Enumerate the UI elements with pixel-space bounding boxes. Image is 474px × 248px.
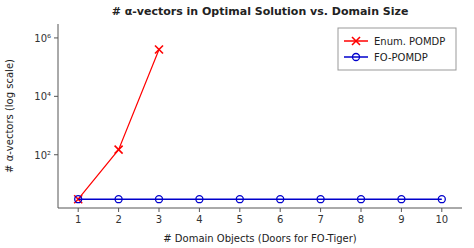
series-marker — [277, 196, 284, 203]
legend-marker — [353, 54, 360, 61]
series-marker — [398, 196, 405, 203]
legend-label: Enum. POMDP — [374, 36, 445, 47]
x-tick-label: 3 — [156, 214, 162, 225]
marker-stroke — [352, 37, 360, 45]
x-tick-label: 2 — [115, 214, 121, 225]
series-marker — [438, 196, 445, 203]
x-tick — [441, 208, 442, 212]
y-axis-label: # α-vectors (log scale) — [4, 59, 15, 173]
legend: Enum. POMDP FO-POMDP — [338, 28, 456, 70]
y-tick — [54, 154, 58, 155]
x-tick-label: 4 — [196, 214, 202, 225]
legend-box — [338, 28, 456, 70]
series-marker — [317, 196, 324, 203]
x-tick-label: 10 — [435, 214, 448, 225]
x-tick-label: 6 — [277, 214, 283, 225]
y-axis-line — [58, 24, 59, 208]
series-marker — [196, 196, 203, 203]
marker-stroke — [115, 146, 123, 154]
series-line — [78, 50, 159, 200]
y-tick-label: 10⁴ — [34, 91, 51, 102]
series-marker — [155, 46, 163, 54]
x-tick-label: 1 — [75, 214, 81, 225]
series-marker — [115, 146, 123, 154]
title: # α-vectors in Optimal Solution vs. Doma… — [112, 5, 409, 18]
marker-stroke — [352, 37, 360, 45]
marker-stroke — [155, 46, 163, 54]
x-tick — [361, 208, 362, 212]
y-tick — [54, 37, 58, 38]
x-tick-label: 7 — [317, 214, 323, 225]
y-tick — [54, 96, 58, 97]
series-line — [78, 198, 442, 200]
legend-marker — [352, 37, 360, 45]
series-marker — [358, 196, 365, 203]
y-tick-label: 10² — [34, 150, 51, 161]
x-tick-label: 5 — [237, 214, 243, 225]
series-marker — [156, 196, 163, 203]
legend-line — [344, 56, 368, 58]
x-tick — [239, 208, 240, 212]
series-marker — [115, 196, 122, 203]
x-tick — [78, 208, 79, 212]
y-tick-label: 10⁶ — [34, 33, 51, 44]
x-tick — [118, 208, 119, 212]
chart: 1 2 3 4 5 6 7 8 9 10 10² 10⁴ 10⁶ # α-vectors in Optim… — [0, 0, 474, 248]
x-tick — [280, 208, 281, 212]
x-tick-label: 8 — [358, 214, 364, 225]
x-tick — [401, 208, 402, 212]
marker-stroke — [115, 146, 123, 154]
legend-label: FO-POMDP — [374, 52, 428, 63]
x-tick — [320, 208, 321, 212]
x-tick — [199, 208, 200, 212]
marker-stroke — [155, 46, 163, 54]
series-marker — [236, 196, 243, 203]
x-tick — [159, 208, 160, 212]
x-tick-label: 9 — [398, 214, 404, 225]
series-marker — [75, 196, 82, 203]
x-axis-label: # Domain Objects (Doors for FO-Tiger) — [163, 233, 357, 244]
